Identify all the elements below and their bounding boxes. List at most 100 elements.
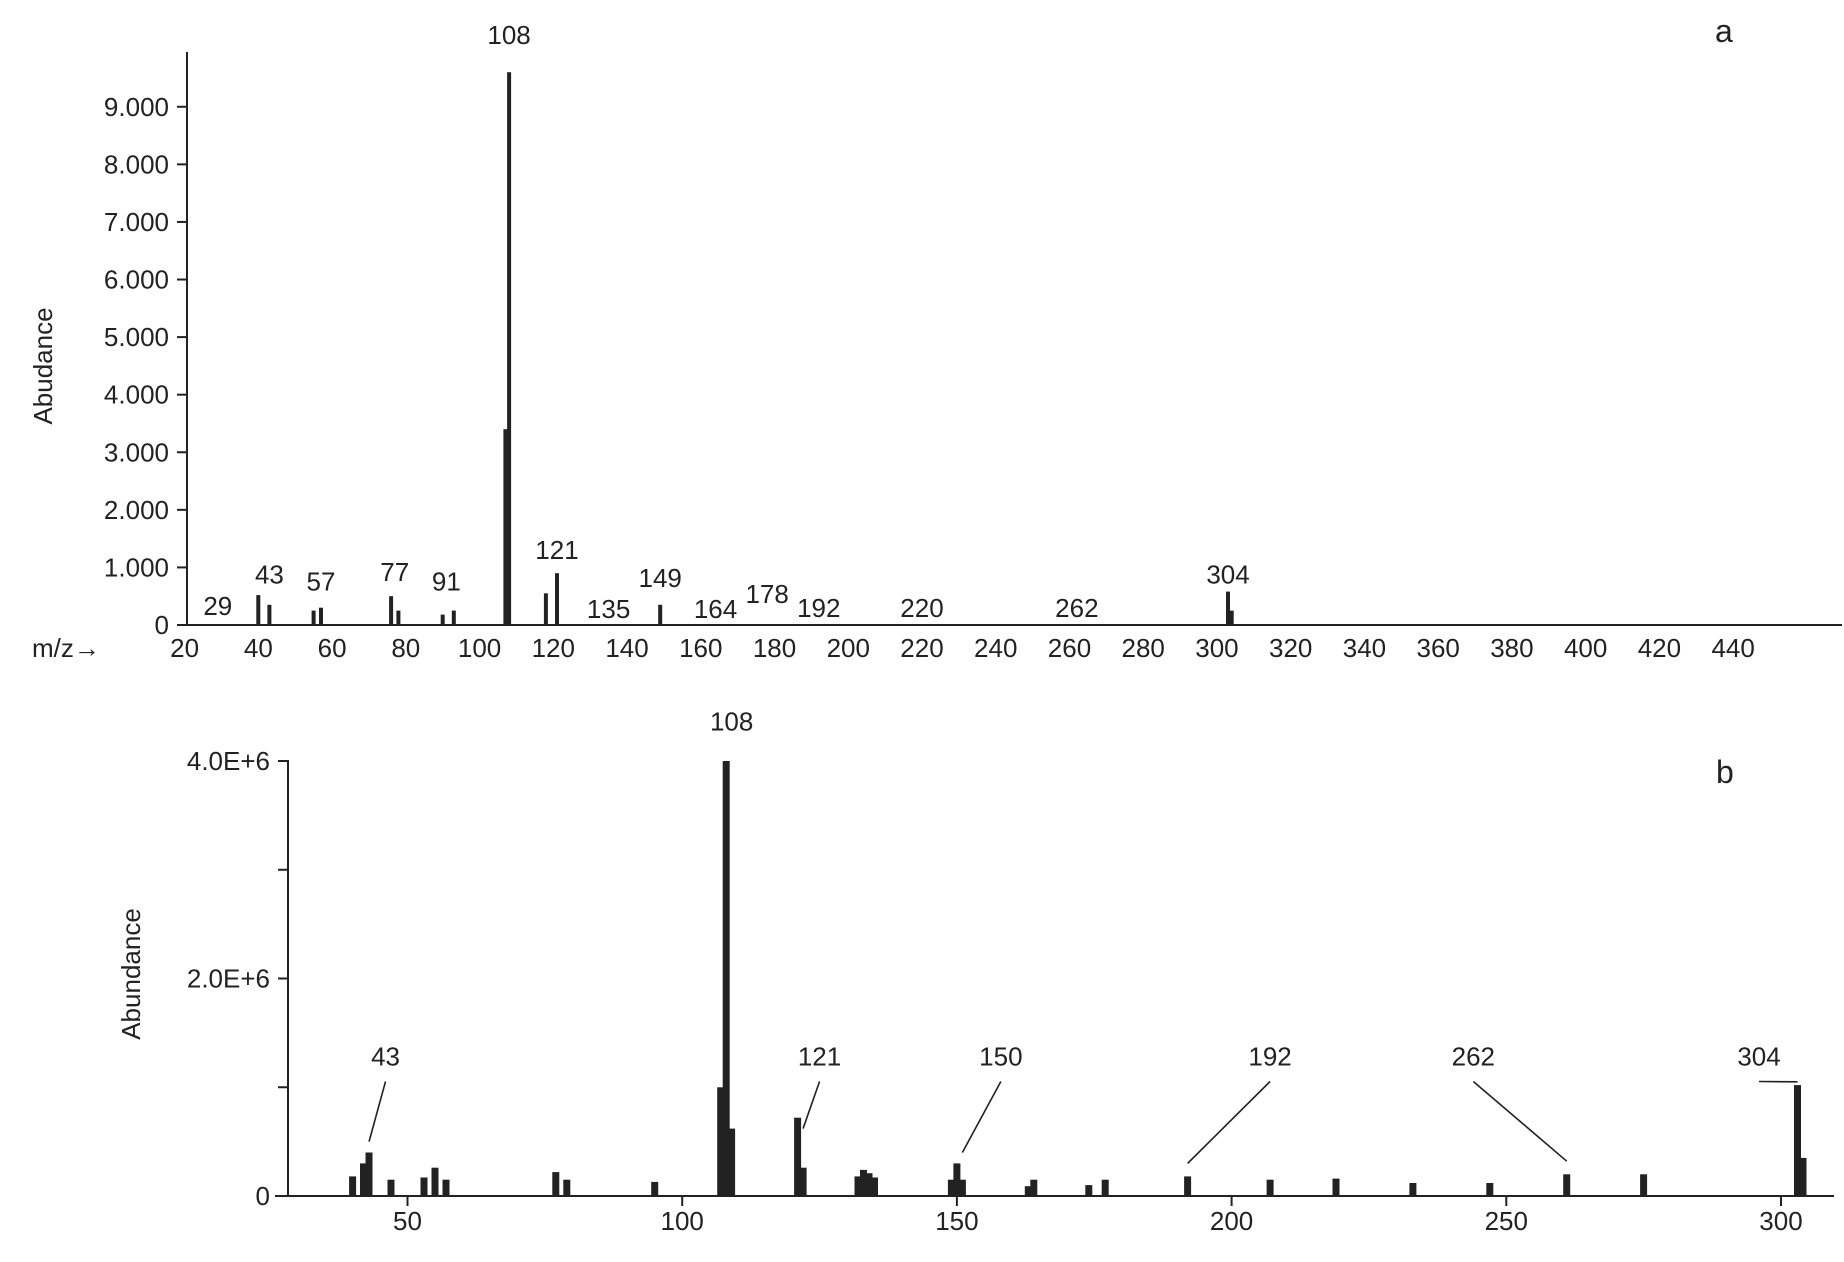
- x-tick-label: 200: [827, 633, 870, 663]
- y-tick-label: 7.000: [104, 207, 169, 237]
- x-tick-label: 80: [391, 633, 420, 663]
- peak-bar: [854, 1176, 862, 1196]
- peak-bar: [396, 610, 401, 625]
- panel-a: 29 43 57 77 91 108 121 135 149 164 178 192 220 262 304…: [28, 13, 1842, 663]
- x-tick-label: 160: [679, 633, 722, 663]
- peak-bar: [1640, 1174, 1648, 1197]
- peak-bar: [1794, 1085, 1801, 1196]
- x-tick-label: 140: [605, 633, 648, 663]
- peak-bar: [389, 596, 394, 625]
- peak-bar: [1409, 1183, 1417, 1196]
- panel-a-peak-labels: 29 43 57 77 91 108 121 135 149 164 178 192 220 262 304: [203, 20, 1249, 624]
- peak-label: 220: [900, 593, 943, 623]
- panel-a-y-axis-title: Abudance: [28, 307, 58, 424]
- x-tick-label: 300: [1195, 633, 1238, 663]
- y-tick-label: 2.0E+6: [187, 964, 270, 994]
- peak-bar: [442, 1179, 450, 1196]
- x-tick-label: 20: [170, 633, 199, 663]
- peak-label: 121: [798, 1042, 841, 1072]
- peak-bar: [651, 1181, 659, 1196]
- panel-a-x-axis-title: m/z→: [32, 633, 100, 663]
- peak-label: 149: [639, 563, 682, 593]
- peak-bar: [953, 1163, 961, 1196]
- x-tick-label: 420: [1638, 633, 1681, 663]
- peak-bar: [555, 573, 559, 625]
- peak-bar: [267, 604, 272, 625]
- panel-b-bars: [349, 761, 1807, 1197]
- peak-bar: [319, 607, 323, 625]
- peak-bar: [256, 595, 261, 625]
- peak-bar: [360, 1163, 367, 1196]
- peak-bar: [794, 1117, 802, 1196]
- y-tick-label: 1.000: [104, 552, 169, 582]
- peak-bar: [349, 1176, 357, 1196]
- peak-label: 192: [1248, 1042, 1291, 1072]
- x-tick-label: 260: [1048, 633, 1091, 663]
- peak-bar: [440, 614, 445, 625]
- peak-label: 43: [255, 560, 284, 590]
- panel-a-y-ticks: 0 1.000 2.000 3.000 4.000 5.000 6.000 7.000 8.00…: [104, 92, 187, 640]
- panel-a-x-ticks: 20 40 60 80 100 120 140 160 180 200 220 240 260 280 30…: [170, 633, 1755, 663]
- panel-b-x-ticks: 50 100 150 200 250 300: [393, 1196, 1803, 1236]
- peak-bar: [1229, 610, 1234, 625]
- y-tick-label: 9.000: [104, 92, 169, 122]
- peak-bar: [420, 1177, 428, 1196]
- peak-bar: [1101, 1179, 1109, 1196]
- peak-label: 57: [307, 566, 336, 596]
- panel-b: 43 108 121 150 192 262 304 0 2.0E+6 4.0E+6 50 100…: [116, 707, 1834, 1236]
- panel-b-letter: b: [1716, 754, 1734, 790]
- x-tick-label: 150: [935, 1206, 978, 1236]
- x-tick-label: 200: [1210, 1206, 1253, 1236]
- x-tick-label: 360: [1416, 633, 1459, 663]
- x-tick-label: 100: [661, 1206, 704, 1236]
- y-tick-label: 8.000: [104, 149, 169, 179]
- panel-b-peak-labels: 43 108 121 150 192 262 304: [371, 707, 1781, 1072]
- peak-leader-line: [961, 1081, 1002, 1153]
- peak-bar: [658, 604, 663, 625]
- peak-bar: [365, 1152, 373, 1196]
- x-tick-label: 60: [318, 633, 347, 663]
- peak-bar: [717, 1087, 725, 1197]
- peak-label: 304: [1737, 1042, 1780, 1072]
- x-tick-label: 250: [1485, 1206, 1528, 1236]
- y-tick-label: 4.0E+6: [187, 746, 270, 776]
- peak-label: 304: [1206, 560, 1249, 590]
- peak-bar: [860, 1169, 867, 1196]
- peak-label: 108: [710, 707, 753, 737]
- peak-bar: [1332, 1178, 1340, 1196]
- peak-bar: [1563, 1174, 1571, 1197]
- x-tick-label: 180: [753, 633, 796, 663]
- peak-label: 121: [535, 535, 578, 565]
- peak-label: 108: [487, 20, 530, 50]
- x-tick-label: 300: [1759, 1206, 1802, 1236]
- peak-leader-line: [802, 1081, 821, 1129]
- peak-label: 77: [380, 557, 409, 587]
- peak-bar: [563, 1179, 571, 1196]
- y-tick-label: 2.000: [104, 495, 169, 525]
- peak-label: 29: [203, 591, 232, 621]
- x-tick-label: 220: [900, 633, 943, 663]
- peak-leader-line: [368, 1081, 387, 1142]
- peak-bar: [1030, 1179, 1038, 1196]
- x-tick-label: 120: [532, 633, 575, 663]
- x-tick-label: 240: [974, 633, 1017, 663]
- peak-label: 150: [979, 1042, 1022, 1072]
- peak-leader-line: [1472, 1080, 1568, 1162]
- y-tick-label: 6.000: [104, 265, 169, 295]
- peak-bar: [431, 1167, 439, 1196]
- peak-bar: [503, 429, 508, 625]
- x-tick-label: 50: [393, 1206, 422, 1236]
- peak-label: 178: [745, 579, 788, 609]
- y-tick-label: 4.000: [104, 380, 169, 410]
- peak-label: 192: [797, 593, 840, 623]
- peak-bar: [728, 1128, 736, 1196]
- x-tick-label: 340: [1343, 633, 1386, 663]
- peak-bar: [799, 1167, 807, 1196]
- peak-label: 91: [432, 566, 461, 596]
- peak-bar: [1184, 1176, 1192, 1196]
- peak-label: 43: [371, 1042, 400, 1072]
- peak-bar: [871, 1177, 878, 1196]
- peak-bar: [1266, 1179, 1274, 1196]
- panel-b-y-axis-title: Abundance: [116, 908, 146, 1040]
- peak-bar: [865, 1173, 873, 1196]
